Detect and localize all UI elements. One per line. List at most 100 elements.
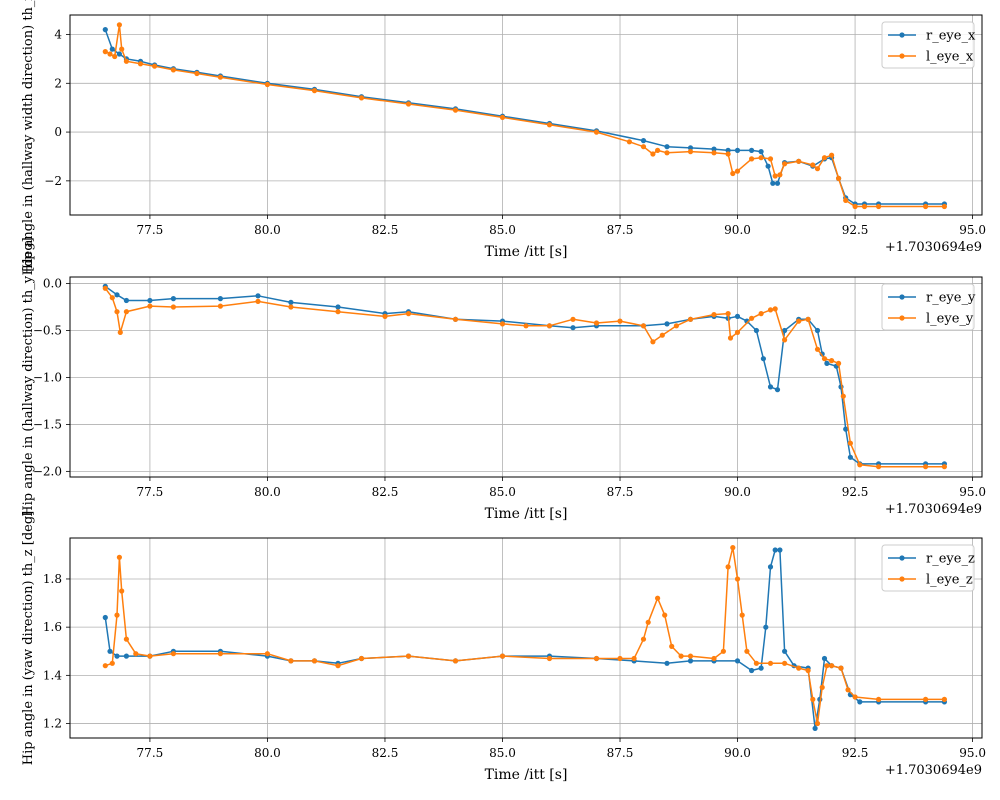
x-axis-ticks: 77.5 80.0 82.5 85.0 87.5 90.0 92.5 95.0 [137, 215, 986, 237]
data-point [546, 655, 553, 662]
data-point [810, 696, 816, 703]
data-point [821, 356, 828, 362]
data-point [217, 303, 223, 309]
data-point [767, 660, 774, 666]
legend-label: r_eye_x [926, 29, 976, 44]
y-tick-label: −2 [44, 174, 62, 188]
data-point [452, 658, 459, 664]
data-point [499, 114, 506, 120]
data-point [814, 720, 821, 727]
data-point [114, 309, 120, 315]
data-point [109, 46, 115, 52]
data-point [452, 316, 459, 322]
y-tick-label: 0 [54, 125, 62, 139]
data-point [645, 619, 651, 625]
legend-marker [899, 53, 905, 59]
x-tick-label: 90.0 [724, 746, 751, 760]
data-point [117, 329, 123, 335]
data-point [217, 651, 223, 657]
data-point [255, 293, 261, 299]
data-point [772, 306, 778, 312]
x-tick-label: 80.0 [254, 485, 281, 499]
y-tick-label: −1.5 [33, 417, 62, 431]
data-point [845, 687, 851, 693]
data-point [847, 454, 854, 460]
data-point [640, 323, 647, 329]
data-point [734, 329, 741, 335]
data-point [774, 387, 781, 393]
data-point [923, 696, 929, 703]
data-point [617, 655, 623, 662]
data-point [876, 696, 882, 703]
legend-item-l_eye_z: l_eye_z [888, 573, 973, 588]
data-point [452, 107, 459, 113]
x-tick-label: 92.5 [842, 746, 869, 760]
data-point [102, 663, 108, 669]
y-axis-label: Hip angle in (hallway direction) th_y [d… [21, 237, 36, 516]
legend-marker [899, 555, 905, 561]
data-point [876, 203, 882, 210]
data-point [288, 299, 294, 305]
data-point [824, 663, 830, 669]
x-tick-label: 82.5 [372, 485, 399, 499]
data-point [829, 663, 835, 669]
data-point [255, 298, 261, 304]
data-point [765, 163, 771, 169]
data-point [678, 653, 684, 659]
data-point [664, 144, 670, 150]
data-point [814, 166, 821, 172]
data-point [687, 658, 694, 664]
x-axis-label: Time /itt [s] [485, 506, 568, 522]
data-point [358, 95, 365, 101]
data-point [499, 321, 506, 327]
data-point [659, 332, 665, 338]
data-point [137, 61, 144, 67]
series-line [105, 546, 945, 725]
data-point [763, 624, 769, 630]
grid-lines [70, 277, 982, 477]
data-point [358, 655, 365, 662]
subplot-th-x: 77.5 80.0 82.5 85.0 87.5 90.0 92.5 95.0 4 2 0 −2 T… [21, 0, 986, 275]
data-point [760, 356, 767, 362]
data-point [650, 339, 656, 345]
data-point [335, 304, 341, 310]
y-tick-label: −0.5 [33, 324, 62, 338]
data-point [570, 325, 576, 331]
data-point [941, 203, 948, 210]
data-point [720, 648, 727, 654]
data-point [821, 655, 828, 662]
y-tick-label: −2.0 [33, 464, 62, 478]
series-l_eye_z [102, 545, 948, 727]
series-layer [102, 545, 948, 732]
x-tick-label: 90.0 [724, 223, 751, 237]
data-point [662, 612, 668, 618]
data-point [782, 161, 788, 167]
data-point [843, 197, 849, 203]
legend-marker [899, 315, 905, 321]
data-point [631, 655, 637, 662]
data-point [744, 648, 750, 654]
data-point [170, 651, 176, 657]
data-point [102, 285, 108, 291]
data-point [114, 612, 120, 618]
x-tick-label: 95.0 [959, 746, 986, 760]
data-point [796, 665, 802, 671]
x-tick-label: 77.5 [137, 223, 164, 237]
data-point [772, 173, 778, 179]
data-point [170, 304, 176, 310]
data-point [852, 694, 858, 700]
data-point [288, 658, 294, 664]
data-point [405, 101, 412, 107]
data-point [836, 175, 842, 181]
data-point [102, 27, 108, 33]
legend-item-r_eye_x: r_eye_x [888, 29, 976, 44]
data-point [123, 636, 129, 642]
subplot-th-z: 77.5 80.0 82.5 85.0 87.5 90.0 92.5 95.0 1.81.61… [21, 511, 986, 783]
y-tick-label: 1.4 [43, 668, 62, 682]
data-point [687, 316, 694, 322]
x-axis-offset: +1.7030694e9 [885, 502, 982, 517]
data-point [673, 323, 680, 329]
legend-label: l_eye_y [926, 312, 974, 327]
y-tick-label: 1.8 [43, 572, 62, 586]
